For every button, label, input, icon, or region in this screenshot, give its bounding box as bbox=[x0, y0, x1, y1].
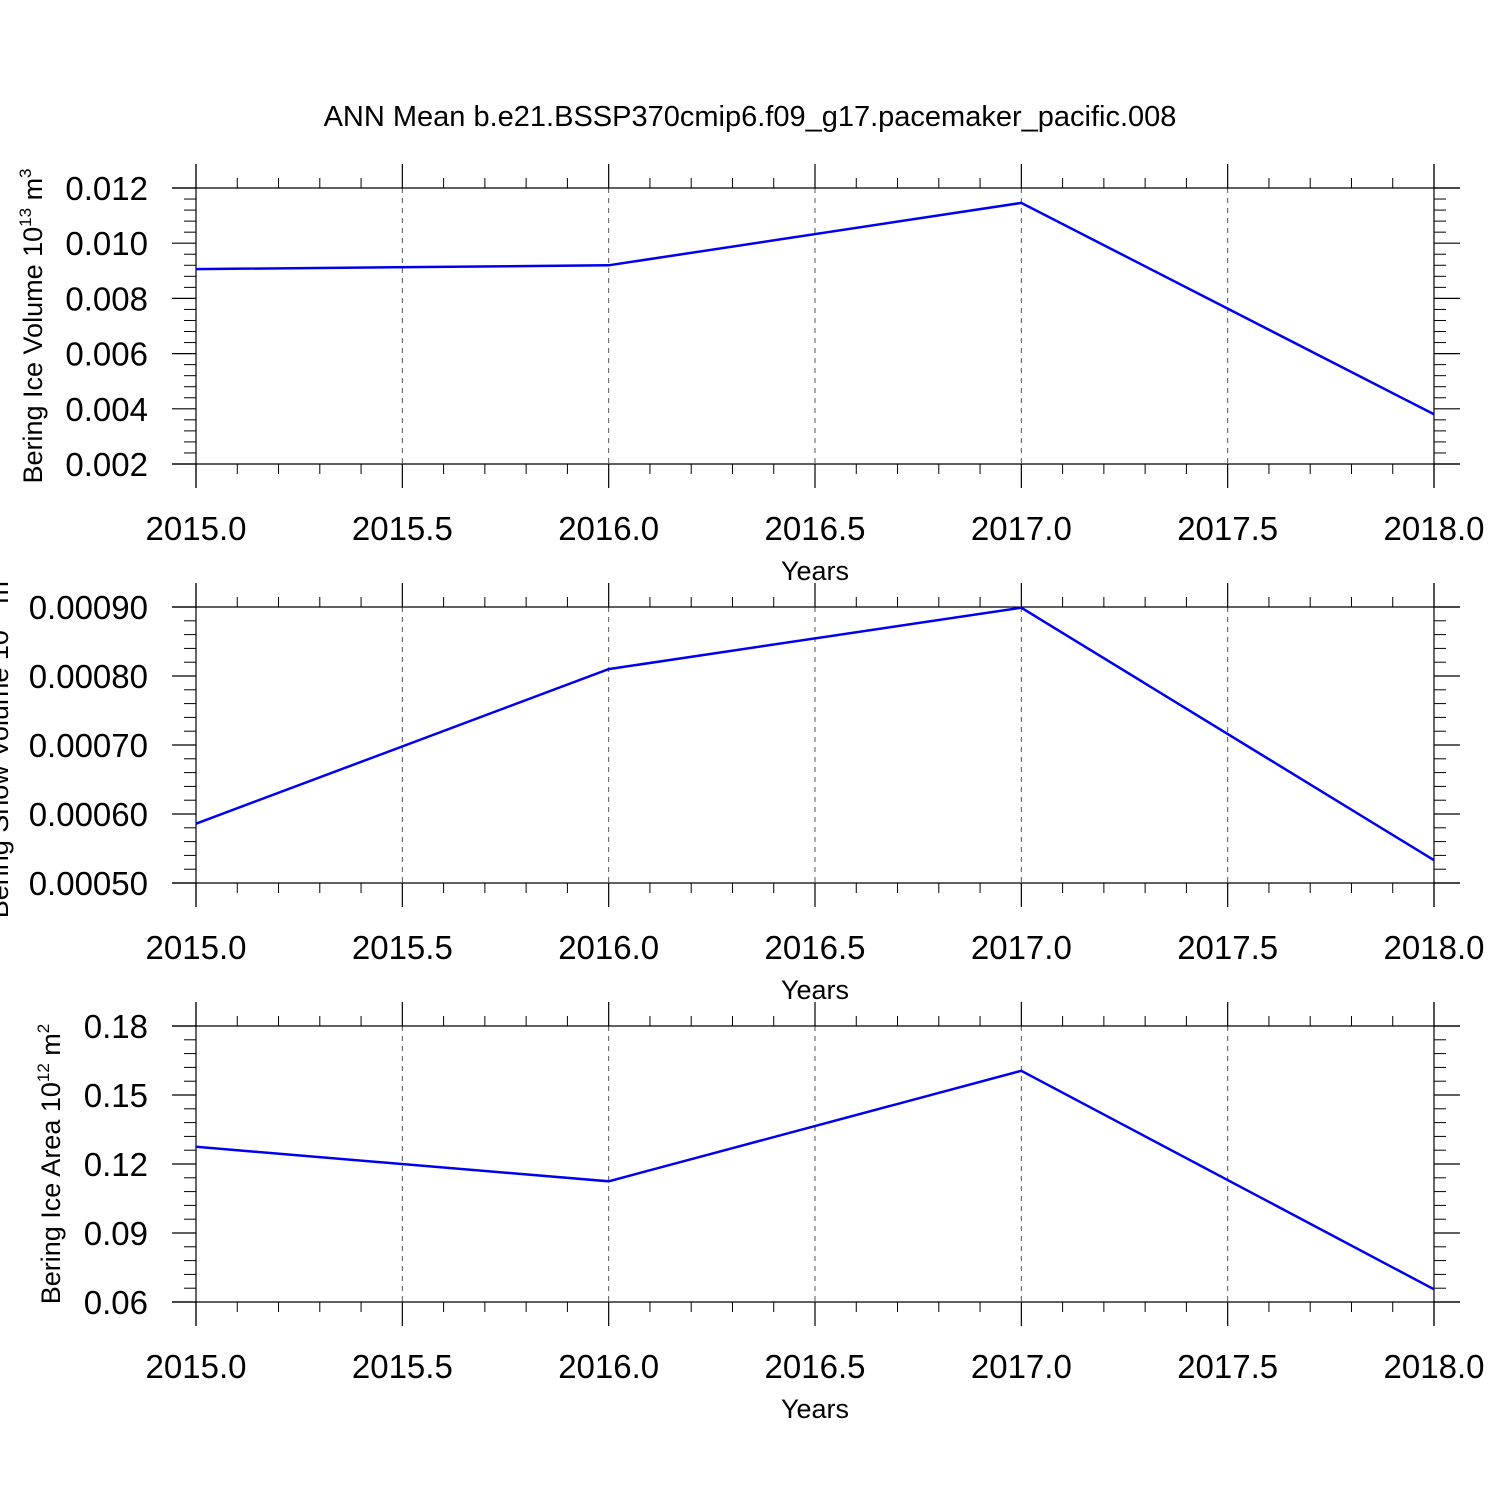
x-tick-label: 2016.5 bbox=[765, 929, 866, 966]
y-tick-label: 0.00050 bbox=[29, 865, 148, 902]
x-tick-label: 2016.0 bbox=[558, 929, 659, 966]
y-tick-label: 0.06 bbox=[84, 1284, 148, 1321]
x-tick-label: 2017.5 bbox=[1177, 929, 1278, 966]
x-tick-label: 2018.0 bbox=[1384, 1348, 1485, 1385]
x-tick-label: 2015.5 bbox=[352, 1348, 453, 1385]
x-axis-title: Years bbox=[781, 556, 849, 586]
x-tick-label: 2016.5 bbox=[765, 510, 866, 547]
y-tick-label: 0.18 bbox=[84, 1008, 148, 1045]
x-tick-label: 2017.5 bbox=[1177, 1348, 1278, 1385]
x-tick-label: 2016.0 bbox=[558, 1348, 659, 1385]
panels: 2015.0 2015.5 2016.0 2016.5 2017.0 2017.5 2018… bbox=[0, 164, 1484, 1424]
y-tick-label: 0.008 bbox=[65, 280, 148, 317]
data-series-line bbox=[195, 606, 1435, 862]
y-tick-label: 0.00090 bbox=[29, 589, 148, 626]
data-series-line bbox=[195, 1069, 1435, 1291]
y-axis-title: Bering Snow Volume 1013 m3 bbox=[0, 572, 14, 919]
y-axis-title: Bering Ice Volume 1013 m3 bbox=[16, 168, 48, 483]
y-tick-label: 0.006 bbox=[65, 336, 148, 373]
data-series-line bbox=[195, 201, 1435, 416]
figure-title: ANN Mean b.e21.BSSP370cmip6.f09_g17.pace… bbox=[324, 101, 1177, 133]
y-tick-label: 0.012 bbox=[65, 170, 148, 207]
x-tick-label: 2018.0 bbox=[1384, 929, 1485, 966]
x-tick-label: 2018.0 bbox=[1384, 510, 1485, 547]
y-tick-label: 0.15 bbox=[84, 1077, 148, 1114]
x-tick-label: 2015.5 bbox=[352, 929, 453, 966]
y-tick-label: 0.004 bbox=[65, 391, 148, 428]
x-tick-label: 2015.5 bbox=[352, 510, 453, 547]
y-tick-label: 0.002 bbox=[65, 446, 148, 483]
chart-panel-1: 2015.0 2015.5 2016.0 2016.5 2017.0 2017.5 2018… bbox=[16, 164, 1484, 586]
x-axis-title: Years bbox=[781, 1394, 849, 1424]
chart-panel-2: 2015.0 2015.5 2016.0 2016.5 2017.0 2017.5 2018… bbox=[0, 572, 1484, 1005]
x-tick-label: 2017.5 bbox=[1177, 510, 1278, 547]
x-tick-label: 2017.0 bbox=[971, 929, 1072, 966]
y-tick-label: 0.010 bbox=[65, 225, 148, 262]
y-tick-label: 0.00060 bbox=[29, 796, 148, 833]
x-tick-label: 2015.0 bbox=[146, 1348, 247, 1385]
y-axis-title: Bering Ice Area 1012 m2 bbox=[34, 1024, 66, 1305]
x-tick-label: 2015.0 bbox=[146, 929, 247, 966]
chart-panel-3: 2015.0 2015.5 2016.0 2016.5 2017.0 2017.5 2018… bbox=[34, 1002, 1484, 1424]
x-axis-title: Years bbox=[781, 975, 849, 1005]
y-tick-label: 0.00070 bbox=[29, 727, 148, 764]
y-tick-label: 0.00080 bbox=[29, 658, 148, 695]
y-tick-label: 0.09 bbox=[84, 1215, 148, 1252]
x-tick-label: 2015.0 bbox=[146, 510, 247, 547]
x-tick-label: 2017.0 bbox=[971, 510, 1072, 547]
y-tick-label: 0.12 bbox=[84, 1146, 148, 1183]
x-tick-label: 2017.0 bbox=[971, 1348, 1072, 1385]
x-tick-label: 2016.5 bbox=[765, 1348, 866, 1385]
x-tick-label: 2016.0 bbox=[558, 510, 659, 547]
